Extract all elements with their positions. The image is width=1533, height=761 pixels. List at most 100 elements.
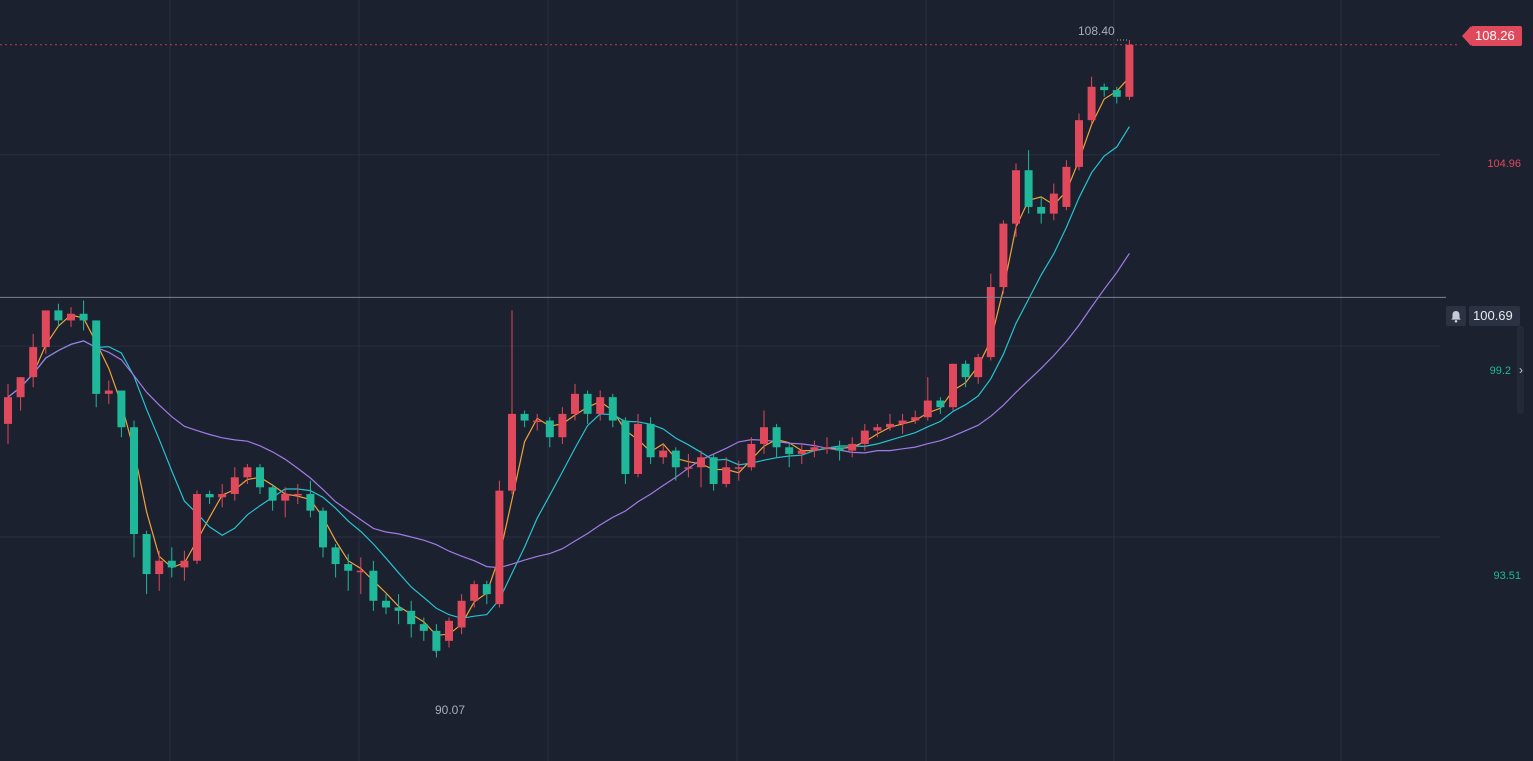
- candle-body: [1024, 170, 1033, 207]
- candle-body: [1100, 86, 1109, 91]
- candle-body: [117, 390, 126, 428]
- last-price-tag: 108.26: [1462, 26, 1522, 46]
- candle: [634, 413, 642, 478]
- candle: [306, 480, 315, 518]
- candle-body: [621, 420, 630, 474]
- candle: [823, 437, 831, 454]
- candle: [659, 443, 668, 464]
- candle: [848, 437, 857, 458]
- candle: [684, 453, 693, 478]
- grid: [0, 0, 1440, 761]
- candle: [772, 423, 781, 458]
- candle: [130, 420, 138, 558]
- crosshair-price-tag: 100.69: [1469, 306, 1520, 326]
- candle-body: [180, 560, 189, 568]
- candle-body: [508, 413, 516, 491]
- candle: [734, 460, 743, 481]
- candle-body: [747, 443, 756, 468]
- candle-body: [1125, 44, 1134, 97]
- candle: [470, 580, 479, 608]
- candle-body: [281, 493, 290, 501]
- bell-icon[interactable]: [1446, 306, 1466, 326]
- candle-body: [1112, 90, 1121, 97]
- candle-body: [734, 467, 743, 469]
- candle: [268, 483, 277, 511]
- candle: [1125, 40, 1134, 101]
- candle: [785, 443, 794, 468]
- candle-body: [482, 584, 491, 595]
- candle: [344, 554, 353, 591]
- candle: [1012, 163, 1020, 237]
- price-scale-scrollbar[interactable]: [1517, 326, 1524, 414]
- candle-body: [797, 450, 806, 454]
- candle-body: [407, 610, 416, 625]
- candle: [722, 457, 731, 488]
- candle-body: [92, 320, 101, 394]
- candle-body: [823, 447, 831, 449]
- candle: [356, 557, 365, 595]
- candle: [545, 417, 554, 448]
- candle-body: [596, 397, 605, 414]
- candle-body: [898, 420, 907, 424]
- candle: [331, 544, 340, 578]
- candle: [923, 377, 932, 421]
- candle-body: [41, 310, 50, 348]
- candle-body: [382, 600, 390, 608]
- candle: [482, 580, 491, 605]
- candle: [974, 353, 983, 384]
- candle-body: [659, 450, 668, 458]
- candle-body: [167, 560, 176, 568]
- candle-body: [974, 357, 983, 378]
- candle: [886, 413, 894, 431]
- candle-body: [193, 493, 201, 561]
- candle-body: [293, 493, 302, 496]
- candle: [445, 617, 453, 648]
- candle: [41, 310, 50, 354]
- candle: [155, 550, 164, 591]
- candle-body: [571, 393, 579, 414]
- chevron-right-icon[interactable]: ›: [1519, 363, 1523, 377]
- candle-body: [848, 443, 857, 451]
- candle: [1049, 183, 1058, 221]
- candle-body: [545, 420, 554, 438]
- candle-body: [16, 377, 25, 398]
- candle-body: [961, 363, 970, 378]
- candle: [419, 617, 428, 641]
- candle-body: [558, 413, 567, 438]
- candle-body: [394, 607, 403, 611]
- candle-body: [130, 427, 138, 535]
- candle-body: [356, 570, 365, 573]
- candle: [1037, 196, 1046, 224]
- candle-body: [873, 427, 882, 431]
- candle-body: [583, 393, 592, 414]
- candle-body: [205, 493, 214, 498]
- candle-body: [419, 624, 428, 631]
- candle-body: [886, 423, 894, 428]
- candle-body: [445, 620, 453, 641]
- candle: [218, 483, 227, 508]
- candle: [797, 443, 806, 464]
- candle: [16, 377, 25, 411]
- candle-body: [4, 397, 12, 424]
- candle-body: [331, 547, 340, 565]
- candle-body: [306, 493, 315, 511]
- candle-body: [319, 510, 327, 548]
- candle: [860, 423, 869, 451]
- candle-body: [634, 423, 642, 474]
- candle: [1112, 86, 1121, 104]
- candle: [67, 307, 75, 328]
- candle-body: [760, 427, 768, 444]
- candle: [457, 594, 466, 635]
- candle: [432, 624, 441, 658]
- candle: [671, 447, 680, 481]
- candle: [495, 480, 504, 608]
- candle: [697, 450, 705, 488]
- candle: [293, 483, 302, 504]
- candle-body: [923, 400, 932, 418]
- candle-body: [684, 467, 693, 469]
- candle-body: [67, 313, 75, 321]
- candle-body: [1049, 193, 1058, 214]
- candle-body: [457, 600, 466, 628]
